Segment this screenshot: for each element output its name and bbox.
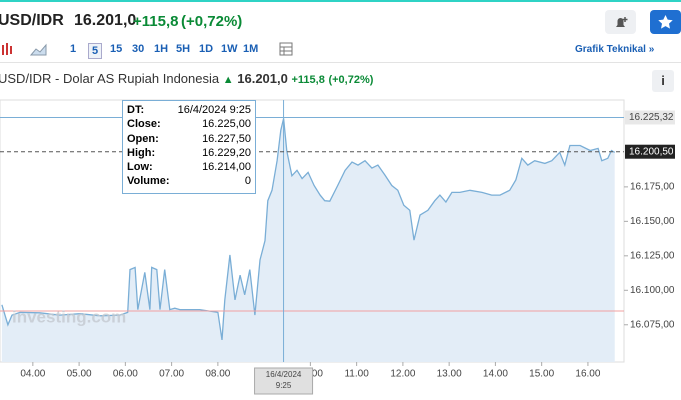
chart-title: USD/IDR - Dolar AS Rupiah Indonesia (0, 71, 220, 86)
x-tick-label: 16.00 (575, 369, 600, 380)
tooltip: DT: 16/4/2024 9:25 Close: 16.225,00 Open: 16.… (122, 100, 256, 194)
y-tick-label: 16.100,00 (630, 285, 675, 296)
interval-button[interactable]: 1D (199, 43, 214, 55)
y-tick-label: 16.125,00 (630, 250, 675, 261)
tooltip-value: 16.227,50 (202, 132, 251, 145)
title-price: 16.201,0 (237, 71, 288, 86)
alert-button[interactable] (605, 10, 636, 34)
hover-time-label: 9:25 (276, 381, 292, 390)
interval-button[interactable]: 15 (110, 43, 123, 55)
x-tick-label: 15.00 (529, 369, 554, 380)
interval-button[interactable]: 1H (154, 43, 169, 55)
x-tick-label: 12.00 (390, 369, 415, 380)
y-tick-label: 16.075,00 (630, 319, 675, 330)
title-change: +115,8 (291, 74, 325, 86)
divider (0, 62, 681, 63)
x-tick-label: 06.00 (113, 369, 138, 380)
alert-icon (616, 17, 628, 27)
current-price-label: 16.200,50 (629, 146, 674, 157)
interval-button[interactable]: 1W (221, 43, 238, 55)
tooltip-value: 0 (244, 175, 251, 188)
tooltip-row: Volume: 0 (127, 175, 251, 189)
tooltip-value: 16.225,00 (202, 118, 251, 131)
price: 16.201,0 (74, 12, 137, 29)
hover-time-box (254, 367, 314, 395)
x-tick-label: 04.00 (20, 369, 45, 380)
technical-link[interactable]: Grafik Teknikal » (575, 44, 655, 55)
tooltip-value: 16/4/2024 9:25 (177, 104, 251, 116)
tooltip-value: 16.214,00 (202, 161, 251, 174)
top-border (0, 0, 681, 2)
grid-icon[interactable] (279, 42, 293, 56)
hover-time-label: 16/4/2024 (266, 370, 302, 379)
chart-type-icons (2, 43, 47, 56)
tooltip-key: Low: (127, 161, 153, 174)
tooltip-key: High: (127, 146, 156, 159)
tooltip-row: DT: 16/4/2024 9:25 (127, 104, 251, 118)
tooltip-row: High: 16.229,20 (127, 147, 251, 161)
y-tick-label: 16.175,00 (630, 182, 675, 193)
change: +115,8 (133, 13, 179, 30)
watchlist-button[interactable] (650, 10, 681, 34)
x-tick-label: 11.00 (344, 369, 369, 380)
info-button[interactable]: i (652, 70, 674, 92)
tooltip-key: Open: (127, 132, 159, 145)
current-price-box (625, 144, 675, 159)
tooltip-row: Low: 16.214,00 (127, 161, 251, 175)
hover-price-label: 16.225,32 (629, 112, 674, 123)
chart-title-row: USD/IDR - Dolar AS Rupiah Indonesia ▲ 16… (0, 71, 373, 86)
watermark: investing.com (12, 307, 126, 326)
interval-button[interactable]: 1 (70, 43, 77, 55)
pair: USD/IDR (0, 12, 64, 29)
up-arrow: ▲ (222, 74, 234, 86)
x-tick-label: 13.00 (437, 369, 462, 380)
x-tick-label: 08.00 (205, 369, 230, 380)
x-tick-label: 05.00 (67, 369, 92, 380)
tooltip-key: Close: (127, 118, 161, 131)
change-pct: (+0,72%) (181, 13, 243, 30)
interval-button[interactable]: 1M (243, 43, 259, 55)
tooltip-value: 16.229,20 (202, 146, 251, 159)
tooltip-key: DT: (127, 104, 145, 116)
interval-button[interactable]: 5 (88, 43, 103, 59)
star-icon (658, 15, 673, 29)
area (1, 118, 615, 362)
interval-button[interactable]: 5H (176, 43, 191, 55)
x-tick-label: 07.00 (159, 369, 184, 380)
y-tick-label: 16.150,00 (630, 216, 675, 227)
x-tick-label: 14.00 (483, 369, 508, 380)
tooltip-row: Close: 16.225,00 (127, 118, 251, 132)
tooltip-key: Volume: (127, 175, 170, 188)
interval-button[interactable]: 30 (132, 43, 145, 55)
tooltip-row: Open: 16.227,50 (127, 133, 251, 147)
hover-price-box (625, 110, 675, 125)
price-line (1, 118, 616, 340)
title-change-pct: (+0,72%) (328, 74, 374, 86)
